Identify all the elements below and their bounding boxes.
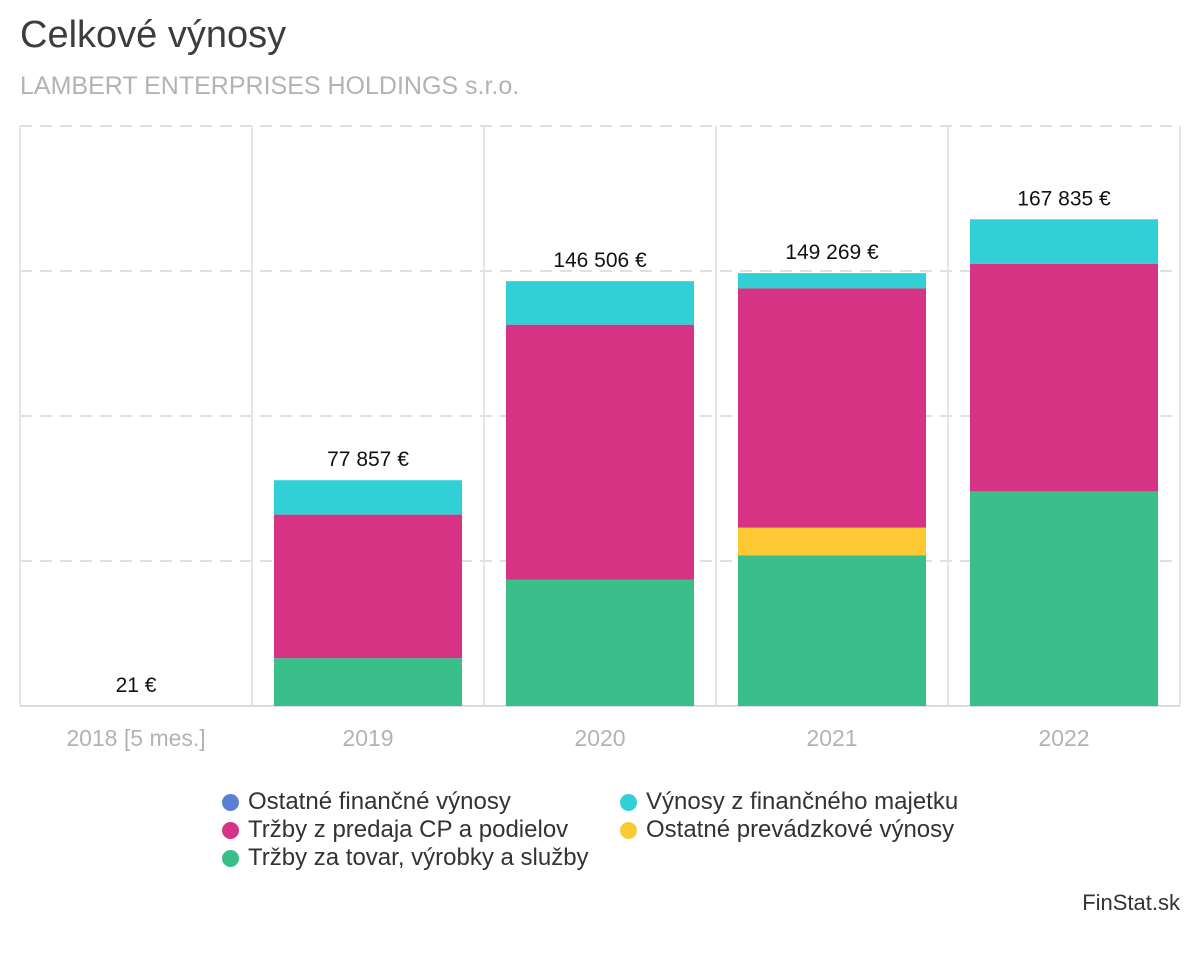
brand-label: FinStat.sk [1082,890,1180,915]
legend-item[interactable]: Ostatné finančné výnosy [222,788,620,816]
bar-segment [274,480,462,515]
legend-swatch [222,793,239,811]
bar-segment [506,324,694,580]
legend-label: Výnosy z finančného majetku [646,788,959,815]
bar-segment [506,281,694,325]
legend-label: Ostatné finančné výnosy [248,788,511,815]
total-label: 149 269 € [785,241,879,264]
x-tick-label: 2019 [342,725,393,751]
legend-label: Tržby za tovar, výrobky a služby [248,844,589,871]
bar-segment [738,273,926,289]
legend-item[interactable]: Tržby za tovar, výrobky a služby [222,844,620,872]
legend-swatch [620,793,637,811]
bar-segment [738,555,926,706]
bar-segment [970,263,1158,492]
total-label: 167 835 € [1017,187,1111,210]
stacked-bar-chart: 21 € 2018 [5 mes.] 77 857 € 2019 146 506 € 20… [19,125,1181,751]
bar-segment [970,219,1158,264]
x-tick-label: 2021 [806,725,857,751]
legend-item[interactable]: Výnosy z finančného majetku [620,788,980,816]
chart-title: Celkové výnosy [20,14,287,56]
legend-swatch [222,849,239,867]
bar-segment [738,288,926,528]
chart-legend: Ostatné finančné výnosy Výnosy z finančné… [222,788,980,872]
bar-segment [970,491,1158,706]
legend-item[interactable]: Ostatné prevádzkové výnosy [620,816,980,844]
bar-segment [738,527,926,556]
chart-subtitle: LAMBERT ENTERPRISES HOLDINGS s.r.o. [20,72,520,100]
legend-label: Tržby z predaja CP a podielov [248,816,569,843]
bar-segment [274,514,462,659]
legend-swatch [620,821,637,839]
total-label: 77 857 € [327,448,409,471]
legend-item[interactable]: Tržby z predaja CP a podielov [222,816,620,844]
x-tick-label: 2018 [5 mes.] [66,725,205,751]
legend-label: Ostatné prevádzkové výnosy [646,816,955,843]
bar-segment [506,579,694,706]
legend-swatch [222,821,239,839]
total-label: 21 € [116,674,157,697]
total-label: 146 506 € [553,249,647,272]
bar-segment [274,658,462,706]
x-tick-label: 2020 [574,725,625,751]
x-tick-label: 2022 [1038,725,1089,751]
